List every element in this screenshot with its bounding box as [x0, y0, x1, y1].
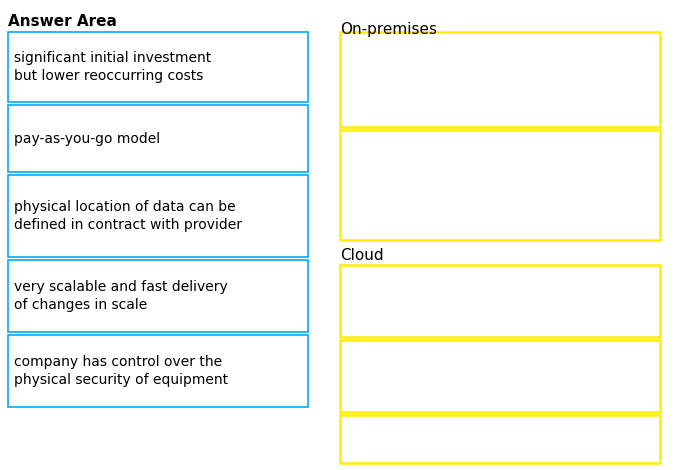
Bar: [8, 260, 308, 332]
Bar: [340, 130, 660, 240]
Bar: [340, 265, 660, 337]
Text: significant initial investment
but lower reoccurring costs: significant initial investment but lower…: [14, 51, 211, 83]
Text: Answer Area: Answer Area: [8, 14, 117, 29]
Text: Cloud: Cloud: [340, 248, 383, 263]
Bar: [340, 32, 660, 127]
Text: company has control over the
physical security of equipment: company has control over the physical se…: [14, 355, 228, 387]
Bar: [8, 335, 308, 407]
Bar: [340, 340, 660, 412]
Text: On-premises: On-premises: [340, 22, 437, 37]
Bar: [8, 32, 308, 102]
Bar: [8, 105, 308, 172]
Bar: [340, 415, 660, 463]
Bar: [8, 175, 308, 257]
Text: pay-as-you-go model: pay-as-you-go model: [14, 132, 160, 146]
Text: physical location of data can be
defined in contract with provider: physical location of data can be defined…: [14, 200, 242, 232]
Text: very scalable and fast delivery
of changes in scale: very scalable and fast delivery of chang…: [14, 280, 228, 312]
